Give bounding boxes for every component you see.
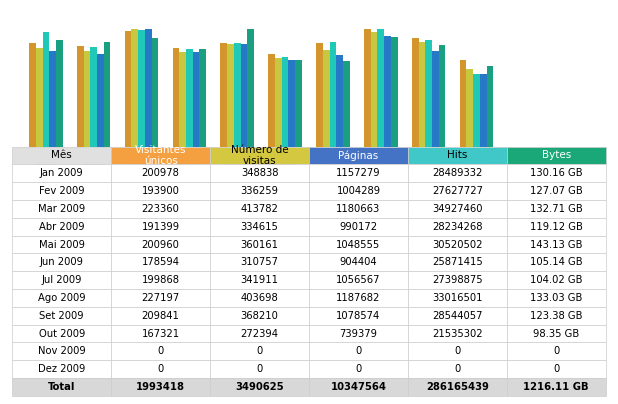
Bar xyxy=(221,43,227,147)
Bar xyxy=(145,29,151,147)
Bar xyxy=(371,32,378,147)
Bar xyxy=(378,29,384,147)
Bar xyxy=(234,43,240,147)
Bar xyxy=(268,54,275,147)
Bar xyxy=(36,48,43,147)
Bar xyxy=(486,66,493,147)
Bar xyxy=(336,55,343,147)
Bar xyxy=(343,61,350,147)
Bar xyxy=(247,29,254,147)
Bar xyxy=(425,40,432,147)
Bar xyxy=(29,43,36,147)
Bar xyxy=(316,43,323,147)
Bar xyxy=(467,69,473,147)
Bar xyxy=(179,52,186,147)
Bar xyxy=(364,29,371,147)
Bar xyxy=(432,50,439,147)
Bar xyxy=(391,38,397,147)
Bar xyxy=(172,48,179,147)
Bar xyxy=(439,45,446,147)
Bar xyxy=(289,60,295,147)
Bar xyxy=(90,47,97,147)
Bar xyxy=(97,54,104,147)
Bar xyxy=(275,59,282,147)
Bar xyxy=(323,50,329,147)
Bar xyxy=(83,51,90,147)
Bar xyxy=(227,44,234,147)
Bar xyxy=(104,42,111,147)
Bar xyxy=(460,60,467,147)
Bar xyxy=(329,42,336,147)
Bar xyxy=(480,74,486,147)
Bar xyxy=(282,57,289,147)
Bar xyxy=(77,46,83,147)
Bar xyxy=(49,51,56,147)
Bar xyxy=(473,74,480,147)
Bar xyxy=(295,60,302,147)
Bar xyxy=(43,32,49,147)
Bar xyxy=(132,29,138,147)
Bar xyxy=(186,49,193,147)
Bar xyxy=(151,38,158,147)
Bar xyxy=(384,36,391,147)
Bar xyxy=(125,31,132,147)
Bar xyxy=(412,38,418,147)
Bar xyxy=(138,30,145,147)
Bar xyxy=(193,52,200,147)
Bar xyxy=(56,40,62,147)
Bar xyxy=(200,49,206,147)
Bar xyxy=(240,44,247,147)
Bar xyxy=(418,42,425,147)
